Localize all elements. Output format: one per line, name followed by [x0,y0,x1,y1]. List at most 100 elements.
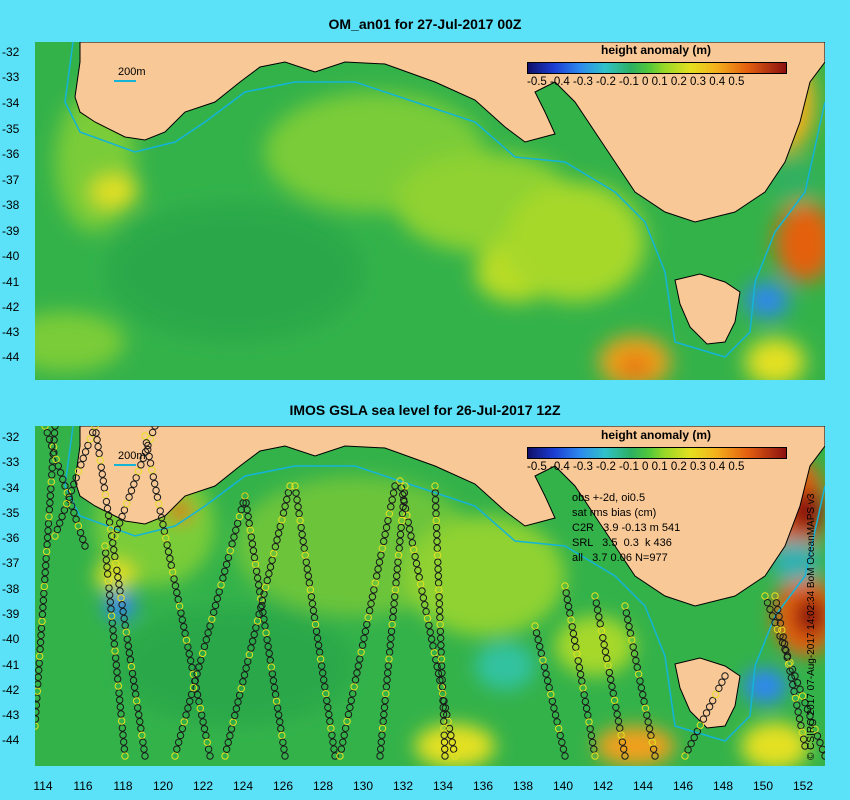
altimeter-obs-circle [584,711,592,719]
altimeter-obs-circle [624,615,632,624]
altimeter-obs-circle [438,689,447,698]
altimeter-obs-circle [137,724,145,733]
altimeter-obs-circle [70,480,78,488]
altimeter-obs-circle [95,449,103,458]
altimeter-obs-circle [267,663,276,671]
altimeter-obs-circle [305,579,314,587]
altimeter-obs-circle [699,715,708,723]
altimeter-obs-circle [776,619,785,627]
altimeter-obs-circle [110,546,118,554]
altimeter-obs-circle [295,509,303,518]
altimeter-obs-circle [153,493,162,501]
altimeter-obs-circle [107,532,116,540]
altimeter-obs-circle [263,576,271,585]
altimeter-obs-circle [35,715,40,723]
altimeter-obs-circle [444,717,452,726]
altimeter-obs-circle [177,609,185,617]
altimeter-obs-circle [139,738,147,746]
altimeter-obs-circle [189,683,198,692]
altimeter-obs-circle [380,703,389,712]
altimeter-obs-circle [398,516,406,525]
altimeter-obs-circle [255,610,263,618]
altimeter-obs-circle [323,696,331,705]
altimeter-obs-circle [721,672,729,680]
altimeter-obs-circle [36,638,45,646]
altimeter-obs-circle [422,607,430,616]
altimeter-obs-circle [268,556,276,564]
altimeter-obs-circle [156,507,164,515]
altimeter-obs-circle [119,607,127,616]
altimeter-obs-circle [434,669,443,678]
altimeter-obs-circle [401,482,409,490]
altimeter-obs-circle [229,718,237,726]
altimeter-obs-circle [636,677,644,685]
altimeter-obs-circle [197,656,205,664]
altimeter-obs-circle [548,697,557,705]
altimeter-obs-circle [174,738,183,747]
altimeter-obs-circle [178,616,187,624]
altimeter-obs-circle [432,656,440,664]
altimeter-obs-circle [79,535,87,544]
altimeter-obs-circle [41,568,49,577]
altimeter-obs-circle [329,738,337,746]
altimeter-obs-circle [54,462,63,470]
altimeter-obs-circle [448,738,456,746]
altimeter-obs-circle [202,635,211,644]
altimeter-obs-circle [232,705,241,713]
altimeter-obs-circle [568,623,576,631]
altimeter-obs-circle [793,701,801,709]
altimeter-obs-circle [696,721,705,729]
altimeter-obs-circle [116,519,124,527]
altimeter-obs-circle [184,704,192,712]
altimeter-obs-circle [561,582,569,590]
bottom-colorbar-title: height anomaly (m) [601,428,712,442]
altimeter-obs-circle [443,711,451,719]
y-tick-label: -41 [2,275,20,289]
altimeter-obs-circle [645,725,654,733]
y-tick-label: -43 [2,708,20,722]
altimeter-obs-circle [605,668,614,677]
altimeter-obs-circle [112,559,120,568]
altimeter-obs-circle [67,487,76,495]
altimeter-obs-circle [35,701,41,709]
altimeter-obs-circle [618,738,627,746]
altimeter-obs-circle [559,745,568,753]
altimeter-obs-circle [209,608,218,617]
altimeter-obs-circle [132,697,141,705]
altimeter-obs-circle [449,745,458,753]
altimeter-obs-circle [105,591,114,599]
altimeter-obs-circle [396,530,405,539]
altimeter-obs-circle [564,602,573,611]
altimeter-obs-circle [639,690,647,699]
altimeter-obs-circle [306,586,315,594]
altimeter-obs-circle [130,683,139,691]
altimeter-obs-circle [44,526,52,535]
altimeter-obs-circle [651,752,659,760]
altimeter-obs-circle [100,484,109,492]
altimeter-obs-circle [781,645,789,654]
altimeter-obs-circle [252,567,261,575]
altimeter-obs-circle [280,745,288,753]
altimeter-obs-circle [801,742,809,750]
altimeter-obs-circle [145,452,153,461]
altimeter-obs-circle [45,512,53,521]
altimeter-obs-circle [429,642,437,650]
altimeter-obs-circle [795,715,804,723]
altimeter-obs-circle [303,565,312,573]
altimeter-obs-circle [356,655,364,663]
altimeter-obs-circle [155,500,163,508]
altimeter-obs-circle [261,583,270,591]
altimeter-obs-circle [621,602,629,610]
altimeter-obs-circle [35,694,41,702]
x-tick-label: 144 [632,779,654,793]
altimeter-obs-circle [358,641,367,649]
altimeter-obs-circle [791,694,800,702]
altimeter-obs-circle [39,596,48,605]
altimeter-obs-circle [174,595,182,604]
altimeter-obs-circle [84,441,92,450]
altimeter-obs-circle [316,655,325,663]
altimeter-obs-circle [423,614,432,623]
altimeter-obs-circle [107,605,115,613]
altimeter-obs-circle [97,463,105,471]
altimeter-obs-circle [126,656,135,664]
